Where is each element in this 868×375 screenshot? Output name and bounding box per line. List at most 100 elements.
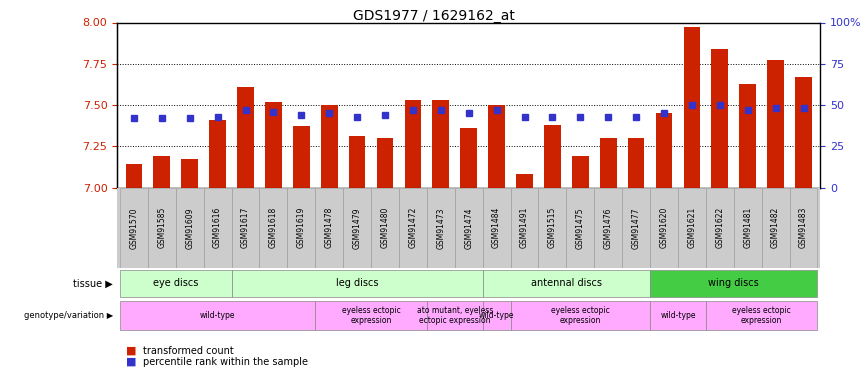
Bar bbox=[483, 270, 650, 297]
Bar bbox=[483, 188, 510, 268]
Text: GSM91474: GSM91474 bbox=[464, 207, 473, 249]
Text: percentile rank within the sample: percentile rank within the sample bbox=[143, 357, 308, 367]
Bar bbox=[154, 156, 170, 188]
Text: antennal discs: antennal discs bbox=[531, 279, 602, 288]
Bar bbox=[349, 136, 365, 188]
Bar bbox=[678, 188, 706, 268]
Text: GSM91622: GSM91622 bbox=[715, 207, 724, 249]
Bar bbox=[126, 164, 142, 188]
Text: GSM91472: GSM91472 bbox=[409, 207, 418, 249]
Bar bbox=[432, 100, 450, 188]
Text: GSM91618: GSM91618 bbox=[269, 207, 278, 249]
Bar bbox=[767, 60, 784, 188]
Bar bbox=[181, 159, 198, 188]
Text: GSM91476: GSM91476 bbox=[604, 207, 613, 249]
Text: GSM91479: GSM91479 bbox=[352, 207, 362, 249]
Bar bbox=[538, 188, 566, 268]
Text: wing discs: wing discs bbox=[708, 279, 760, 288]
Bar bbox=[650, 301, 706, 330]
Bar bbox=[260, 188, 287, 268]
Bar bbox=[293, 126, 310, 188]
Bar bbox=[315, 188, 343, 268]
Text: GSM91484: GSM91484 bbox=[492, 207, 501, 249]
Text: transformed count: transformed count bbox=[143, 346, 234, 355]
Text: eyeless ectopic
expression: eyeless ectopic expression bbox=[342, 306, 400, 325]
Text: leg discs: leg discs bbox=[336, 279, 378, 288]
Bar bbox=[706, 188, 733, 268]
Bar bbox=[371, 188, 399, 268]
Text: eyeless ectopic
expression: eyeless ectopic expression bbox=[551, 306, 609, 325]
Bar bbox=[706, 301, 818, 330]
Bar bbox=[740, 84, 756, 188]
Bar bbox=[712, 49, 728, 188]
Text: wild-type: wild-type bbox=[200, 311, 235, 320]
Bar bbox=[175, 188, 204, 268]
Bar bbox=[148, 188, 175, 268]
Bar bbox=[460, 128, 477, 188]
Bar bbox=[427, 301, 483, 330]
Text: GSM91482: GSM91482 bbox=[771, 207, 780, 249]
Bar bbox=[566, 188, 595, 268]
Text: GSM91621: GSM91621 bbox=[687, 207, 696, 249]
Bar bbox=[628, 138, 644, 188]
Bar bbox=[343, 188, 371, 268]
Bar bbox=[232, 270, 483, 297]
Bar bbox=[399, 188, 427, 268]
Bar bbox=[622, 188, 650, 268]
Bar bbox=[650, 188, 678, 268]
Bar bbox=[795, 77, 812, 188]
Text: GSM91585: GSM91585 bbox=[157, 207, 167, 249]
Bar bbox=[237, 87, 253, 188]
Bar bbox=[733, 188, 762, 268]
Bar bbox=[427, 188, 455, 268]
Text: GSM91481: GSM91481 bbox=[743, 207, 753, 249]
Text: eye discs: eye discs bbox=[153, 279, 199, 288]
Text: ato mutant, eyeless
ectopic expression: ato mutant, eyeless ectopic expression bbox=[417, 306, 493, 325]
Bar bbox=[516, 174, 533, 188]
Bar bbox=[455, 188, 483, 268]
Bar bbox=[510, 301, 650, 330]
Bar bbox=[684, 27, 700, 188]
Text: genotype/variation ▶: genotype/variation ▶ bbox=[23, 311, 113, 320]
Text: wild-type: wild-type bbox=[479, 311, 515, 320]
Bar bbox=[650, 270, 818, 297]
Bar bbox=[572, 156, 589, 188]
Text: eyeless ectopic
expression: eyeless ectopic expression bbox=[733, 306, 791, 325]
Bar bbox=[483, 301, 510, 330]
Bar bbox=[204, 188, 232, 268]
Text: GSM91617: GSM91617 bbox=[241, 207, 250, 249]
Bar bbox=[287, 188, 315, 268]
Text: wild-type: wild-type bbox=[661, 311, 696, 320]
Text: GSM91620: GSM91620 bbox=[660, 207, 668, 249]
Text: GSM91480: GSM91480 bbox=[380, 207, 390, 249]
Bar bbox=[120, 188, 148, 268]
Text: GDS1977 / 1629162_at: GDS1977 / 1629162_at bbox=[353, 9, 515, 23]
Bar bbox=[209, 120, 226, 188]
Bar bbox=[377, 138, 393, 188]
Text: GSM91475: GSM91475 bbox=[575, 207, 585, 249]
Text: GSM91515: GSM91515 bbox=[548, 207, 557, 249]
Text: ■: ■ bbox=[126, 357, 136, 367]
Text: GSM91491: GSM91491 bbox=[520, 207, 529, 249]
Bar bbox=[655, 113, 673, 188]
Bar bbox=[488, 105, 505, 188]
Bar bbox=[761, 188, 790, 268]
Text: GSM91478: GSM91478 bbox=[325, 207, 333, 249]
Bar bbox=[232, 188, 260, 268]
Bar bbox=[600, 138, 616, 188]
Text: ■: ■ bbox=[126, 346, 136, 355]
Bar bbox=[404, 100, 421, 188]
Bar bbox=[510, 188, 538, 268]
Text: GSM91483: GSM91483 bbox=[799, 207, 808, 249]
Bar bbox=[595, 188, 622, 268]
Bar bbox=[544, 125, 561, 188]
Bar bbox=[321, 105, 338, 188]
Bar bbox=[120, 301, 315, 330]
Text: GSM91570: GSM91570 bbox=[129, 207, 138, 249]
Bar bbox=[790, 188, 818, 268]
Text: GSM91616: GSM91616 bbox=[214, 207, 222, 249]
Text: GSM91477: GSM91477 bbox=[632, 207, 641, 249]
Bar bbox=[265, 102, 282, 188]
Bar bbox=[315, 301, 427, 330]
Bar bbox=[120, 270, 232, 297]
